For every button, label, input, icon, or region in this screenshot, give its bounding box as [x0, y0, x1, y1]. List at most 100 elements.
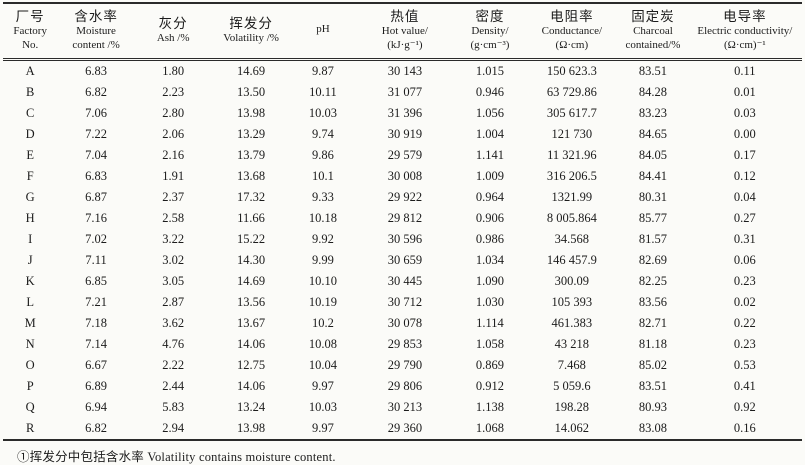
- value-cell: 10.10: [308, 274, 338, 288]
- value-cell: 1.004: [475, 127, 505, 141]
- value-cell: 43 218: [554, 337, 590, 351]
- value-cell: 0.27: [733, 211, 756, 225]
- value-cell: 12.75: [237, 358, 266, 372]
- table-row: J 7.11 3.02 14.30 9.99 30 659 1.034 146 457.9 82…: [3, 250, 802, 271]
- value-cell: 13.24: [237, 400, 266, 414]
- value-cell: 82.69: [638, 253, 667, 267]
- value-cell: 6.67: [85, 358, 108, 372]
- header-en-label: No.: [22, 38, 39, 51]
- value-cell: 2.80: [162, 106, 185, 120]
- value-cell: 9.97: [290, 418, 356, 441]
- header-zh-label: 灰分: [158, 15, 188, 31]
- value-cell: 29 922: [387, 190, 423, 204]
- table-header: 厂号 Factory No. 含水率 Moisture content /% 灰分 Ash /…: [3, 3, 802, 61]
- value-cell: 1.056: [475, 106, 505, 120]
- value-cell: 30 078: [387, 316, 423, 330]
- value-cell: 0.23: [733, 274, 756, 288]
- value-cell: 0.22: [733, 316, 756, 330]
- table-row: R 6.82 2.94 13.98 9.97 29 360 1.068 14.062 83.08…: [3, 418, 802, 441]
- value-cell: 0.17: [733, 148, 756, 162]
- factory-id-cell: Q: [25, 400, 35, 414]
- value-cell: 13.56: [237, 295, 266, 309]
- value-cell: 7.21: [85, 295, 108, 309]
- value-cell: 63 729.86: [546, 85, 597, 99]
- value-cell: 13.67: [237, 316, 266, 330]
- value-cell: 3.05: [162, 274, 185, 288]
- value-cell: 14.30: [237, 253, 266, 267]
- value-cell: 0.31: [733, 232, 756, 246]
- value-cell: 316 206.5: [546, 169, 597, 183]
- header-en-label: pH: [316, 23, 330, 36]
- value-cell: 29 360: [355, 418, 455, 441]
- value-cell: 300.09: [554, 274, 590, 288]
- value-cell: 10.11: [309, 85, 337, 99]
- value-cell: 5.83: [162, 400, 185, 414]
- factory-id-cell: F: [26, 169, 34, 183]
- header-cell-6: 密度 Density/(g·cm⁻³): [454, 3, 526, 61]
- value-cell: 1.138: [475, 400, 505, 414]
- value-cell: 85.77: [638, 211, 667, 225]
- value-cell: 8 005.864: [546, 211, 597, 225]
- factory-id-cell: A: [25, 64, 35, 78]
- value-cell: 1.030: [475, 295, 505, 309]
- value-cell: 84.41: [638, 169, 667, 183]
- value-cell: 13.50: [237, 85, 266, 99]
- value-cell: 83.08: [618, 418, 688, 441]
- value-cell: 198.28: [554, 400, 590, 414]
- value-cell: 14.062: [525, 418, 619, 441]
- header-en-label: Factory: [13, 25, 47, 37]
- table-row: K 6.85 3.05 14.69 10.10 30 445 1.090 300.09 82.2…: [3, 271, 802, 292]
- value-cell: 30 596: [387, 232, 423, 246]
- value-cell: 10.1: [312, 169, 334, 183]
- value-cell: 0.946: [475, 85, 505, 99]
- header-cell-3: 挥发分 Volatility /%: [211, 3, 291, 61]
- header-cell-7: 电阻率 Conductance/(Ω·cm): [525, 3, 619, 61]
- value-cell: 13.68: [237, 169, 266, 183]
- value-cell: 9.92: [312, 232, 334, 246]
- value-cell: 0.23: [733, 337, 756, 351]
- header-en-label: contained/%: [625, 38, 681, 51]
- value-cell: 0.964: [475, 190, 505, 204]
- header-zh-label: 固定炭: [631, 9, 675, 24]
- table-row: D 7.22 2.06 13.29 9.74 30 919 1.004 121 730 84.6…: [3, 124, 802, 145]
- value-cell: 30 712: [387, 295, 423, 309]
- value-cell: 1.80: [162, 64, 185, 78]
- value-cell: 29 790: [387, 358, 423, 372]
- factory-id-cell: N: [25, 337, 35, 351]
- header-row: 厂号 Factory No. 含水率 Moisture content /% 灰分 Ash /…: [3, 3, 802, 61]
- value-cell: 10.19: [308, 295, 338, 309]
- table-row: N 7.14 4.76 14.06 10.08 29 853 1.058 43 218 81.1…: [3, 334, 802, 355]
- value-cell: 7.06: [85, 106, 108, 120]
- value-cell: 29 853: [387, 337, 423, 351]
- value-cell: 9.99: [312, 253, 334, 267]
- value-cell: 9.97: [312, 379, 334, 393]
- factory-id-cell: I: [28, 232, 33, 246]
- value-cell: 30 008: [387, 169, 423, 183]
- value-cell: 2.22: [162, 358, 185, 372]
- value-cell: 461.383: [551, 316, 593, 330]
- value-cell: 83.51: [638, 64, 667, 78]
- value-cell: 30 213: [387, 400, 423, 414]
- header-en-label: (g·cm⁻³): [470, 38, 510, 51]
- value-cell: 29 812: [387, 211, 423, 225]
- value-cell: 81.18: [638, 337, 667, 351]
- table-row: C 7.06 2.80 13.98 10.03 31 396 1.056 305 617.7 8…: [3, 103, 802, 124]
- table-body: A 6.83 1.80 14.69 9.87 30 143 1.015 150 623.3 83…: [3, 60, 802, 441]
- header-cell-8: 固定炭 Charcoal contained/%: [618, 3, 688, 61]
- value-cell: 7.18: [85, 316, 108, 330]
- factory-id-cell: B: [25, 85, 35, 99]
- value-cell: 80.93: [638, 400, 667, 414]
- header-en-label: (Ω·cm)⁻¹: [723, 38, 766, 51]
- table-row: O 6.67 2.22 12.75 10.04 29 790 0.869 7.468 85.02…: [3, 355, 802, 376]
- value-cell: 1.009: [475, 169, 505, 183]
- value-cell: 2.06: [162, 127, 185, 141]
- header-zh-label: 热值: [390, 9, 420, 24]
- value-cell: 14.06: [237, 379, 266, 393]
- value-cell: 6.87: [85, 190, 108, 204]
- factory-id-cell: E: [26, 148, 34, 162]
- table-row: L 7.21 2.87 13.56 10.19 30 712 1.030 105 393 83.…: [3, 292, 802, 313]
- factory-id-cell: H: [25, 211, 35, 225]
- header-en-label: Charcoal: [633, 25, 673, 37]
- value-cell: 84.05: [638, 148, 667, 162]
- table-footnote: ①挥发分中包括含水率 Volatility contains moisture …: [17, 450, 336, 464]
